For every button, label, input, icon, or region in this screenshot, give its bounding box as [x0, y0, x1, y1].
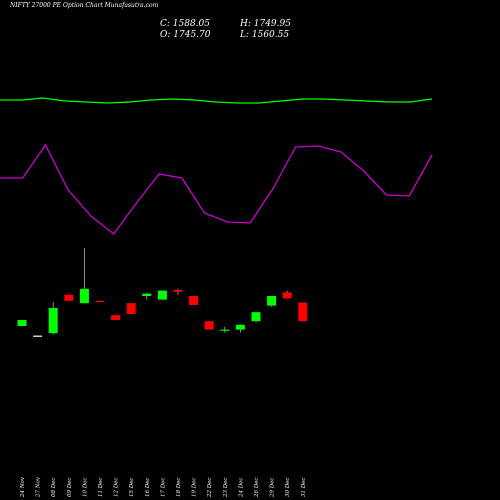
candle-body [142, 293, 152, 296]
candle-body [48, 308, 58, 334]
x-tick-label: 12 Dec [114, 478, 120, 498]
candles [17, 248, 308, 337]
x-tick-label: 23 Dec [223, 478, 229, 499]
x-tick-label: 16 Dec [145, 478, 151, 498]
candle-body [33, 335, 43, 337]
candle-body [189, 296, 199, 305]
high-label: H: 1749.95 [240, 19, 291, 29]
candle-body [111, 315, 121, 320]
candle-body [95, 300, 105, 302]
candle-body [235, 324, 245, 330]
candle-body [267, 296, 277, 306]
chart-title: NIFTY 27000 PE Option Chart Munafasutra.… [10, 2, 159, 9]
candle-body [298, 302, 308, 322]
x-tick-label: 26 Dec [254, 478, 260, 499]
x-tick-label: 09 Dec [67, 478, 73, 498]
x-tick-label: 24 Dec [238, 478, 244, 499]
open-label: O: 1745.70 [160, 30, 211, 40]
candle-body [173, 290, 183, 292]
x-tick-label: 08 Dec [51, 478, 57, 498]
candle-body [157, 290, 167, 300]
x-tick-label: 19 Dec [192, 478, 198, 498]
candle-body [220, 329, 230, 331]
candle-body [282, 292, 292, 299]
x-tick-label: 29 Dec [270, 478, 276, 499]
candle-body [204, 321, 214, 330]
x-tick-label: 11 Dec [98, 478, 104, 498]
close-label: C: 1588.05 [160, 19, 210, 29]
x-tick-label: 27 Nov [36, 476, 42, 498]
candle-body [251, 312, 261, 322]
x-tick-label: 30 Dec [285, 478, 291, 498]
lower-indicator-line [0, 143, 433, 235]
candle-body [79, 288, 89, 304]
x-tick-label: 15 Dec [129, 478, 135, 498]
x-tick-label: 10 Dec [82, 478, 88, 498]
x-tick-label: 31 Dec [301, 478, 307, 498]
x-tick-label: 22 Dec [207, 478, 213, 499]
candle-body [64, 294, 74, 301]
x-tick-label: 18 Dec [176, 478, 182, 498]
candle-body [17, 320, 27, 326]
x-tick-label: 17 Dec [160, 478, 166, 498]
low-label: L: 1560.55 [240, 30, 290, 40]
upper-indicator-line [0, 97, 433, 104]
x-tick-label: 24 Nov [20, 476, 26, 498]
x-axis-labels: 24 Nov 27 Nov 08 Dec 09 Dec 10 Dec 11 Dec 12 D… [20, 476, 307, 498]
candle-body [126, 303, 136, 314]
indicator-lines [0, 97, 433, 235]
